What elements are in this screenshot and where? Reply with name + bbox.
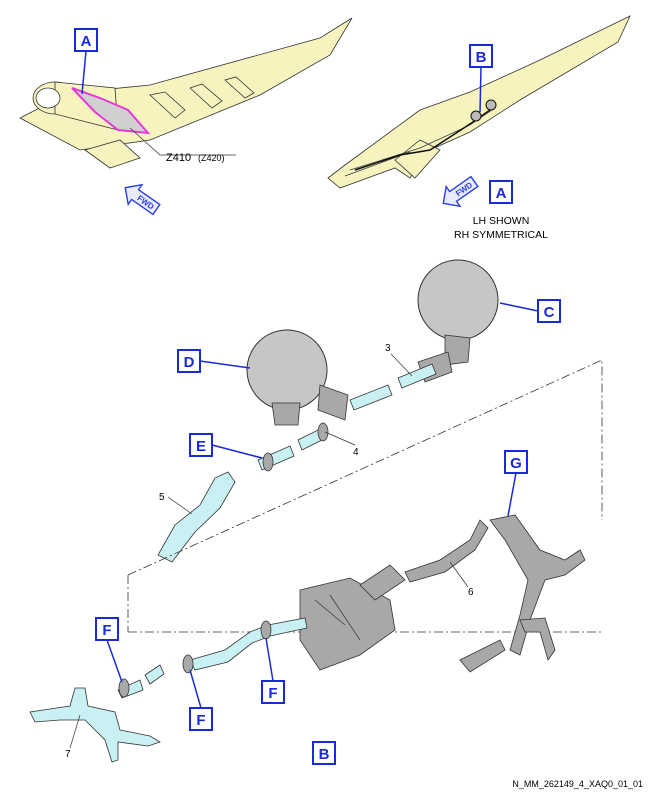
lh-shown-note: LH SHOWN bbox=[473, 215, 530, 227]
leader-f-right bbox=[265, 637, 274, 682]
tube-f-small bbox=[144, 664, 165, 685]
tube-5 bbox=[157, 471, 236, 563]
leader-e bbox=[211, 444, 263, 459]
svg-text:F: F bbox=[102, 622, 111, 639]
view-label-a: A bbox=[489, 180, 513, 204]
callout-f-right: F bbox=[261, 680, 285, 704]
leader-c bbox=[499, 302, 539, 312]
callout-g: G bbox=[504, 450, 528, 474]
tube-f-mid bbox=[189, 625, 269, 671]
zone-alt-label: (Z420) bbox=[198, 153, 225, 163]
tube-3 bbox=[397, 363, 437, 389]
svg-text:F: F bbox=[196, 712, 205, 729]
fwd-arrow-left: FWD bbox=[124, 183, 161, 216]
view-label-b: B bbox=[312, 741, 336, 765]
leader-b-top bbox=[479, 66, 482, 113]
item-number-3: 3 bbox=[385, 343, 391, 354]
svg-text:C: C bbox=[544, 304, 555, 321]
callout-f-mid: F bbox=[189, 707, 213, 731]
zone-label: Z410 bbox=[166, 152, 191, 164]
callout-a-top: A bbox=[74, 28, 98, 52]
clamp-e bbox=[262, 452, 274, 472]
svg-text:D: D bbox=[184, 354, 195, 371]
leader-f-mid bbox=[189, 669, 202, 709]
svg-text:B: B bbox=[319, 746, 330, 763]
bottle-d bbox=[246, 329, 349, 426]
tube-upper-joint bbox=[349, 384, 393, 411]
svg-text:A: A bbox=[496, 185, 507, 202]
tube-7-manifold bbox=[29, 687, 161, 763]
svg-text:E: E bbox=[196, 438, 206, 455]
pylon-detail-a bbox=[327, 15, 631, 189]
callout-d: D bbox=[177, 349, 201, 373]
tube-g-foot bbox=[459, 639, 506, 673]
tube-g-branch bbox=[519, 617, 556, 661]
item-number-6: 6 bbox=[468, 587, 474, 598]
leader-a-top bbox=[81, 50, 87, 95]
bottle-c bbox=[417, 259, 499, 383]
svg-text:B: B bbox=[476, 49, 487, 66]
svg-text:G: G bbox=[510, 455, 522, 472]
rh-symmetrical-note: RH SYMMETRICAL bbox=[454, 229, 548, 241]
svg-text:F: F bbox=[268, 685, 277, 702]
item-number-4: 4 bbox=[353, 447, 359, 458]
tube-g bbox=[489, 514, 586, 656]
wing-overview-left bbox=[19, 17, 353, 169]
item-number-7: 7 bbox=[65, 749, 71, 760]
callout-e: E bbox=[189, 433, 213, 457]
heat-exchanger-unit bbox=[299, 519, 489, 671]
callout-c: C bbox=[537, 299, 561, 323]
dash-line-diagonal bbox=[127, 359, 603, 576]
callout-b-top: B bbox=[469, 44, 493, 68]
coupling-4 bbox=[317, 422, 329, 442]
clamp-f-mid bbox=[182, 654, 194, 674]
fwd-arrow-right: FWD bbox=[442, 175, 479, 208]
leader-f-left bbox=[106, 639, 123, 683]
svg-text:A: A bbox=[81, 33, 92, 50]
callout-f-left: F bbox=[95, 617, 119, 641]
item-number-5: 5 bbox=[159, 492, 165, 503]
leader-d bbox=[199, 360, 251, 369]
clamp-f-left bbox=[118, 678, 130, 698]
figure-id: N_MM_262149_4_XAQ0_01_01 bbox=[512, 779, 643, 789]
leader-g bbox=[507, 472, 517, 517]
clamp-f-right bbox=[260, 620, 272, 640]
